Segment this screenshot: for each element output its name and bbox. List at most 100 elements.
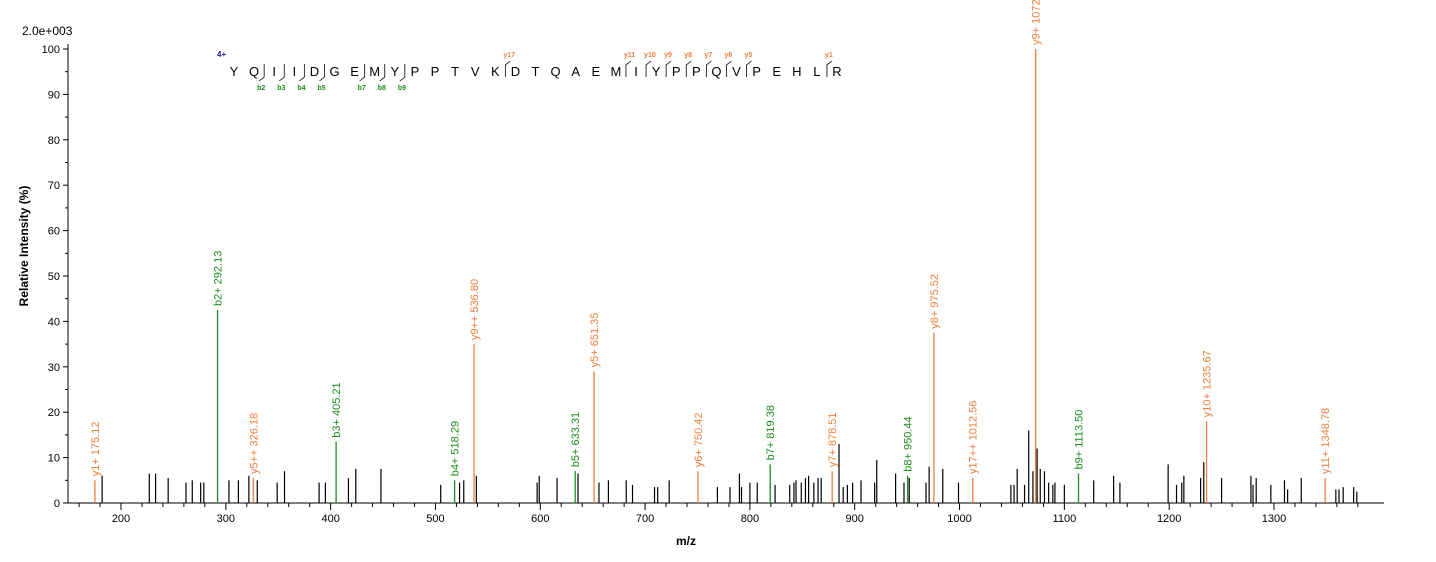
y-tick-label: 20 bbox=[48, 407, 60, 419]
sequence-residue: Q bbox=[711, 64, 721, 79]
sequence-residue: L bbox=[813, 64, 820, 79]
sequence-residue: P bbox=[672, 64, 681, 79]
y-ion-peak-label: y8+ 975.52 bbox=[929, 274, 941, 329]
y-ion-cleavage-mark bbox=[746, 60, 752, 77]
y-ion-peak-label: y9+ 1072.59 bbox=[1031, 0, 1043, 45]
y-ion-peak-label: y10+ 1235.67 bbox=[1202, 350, 1214, 417]
y-tick-label: 90 bbox=[48, 89, 60, 101]
b-ion-mark-label: b8 bbox=[378, 85, 386, 92]
b-ion-peak-label: b4+ 518.29 bbox=[450, 421, 462, 476]
b-ion-cleavage-mark bbox=[319, 64, 325, 82]
sequence-residue: D bbox=[310, 64, 319, 79]
y-ion-cleavage-mark bbox=[826, 60, 833, 77]
x-tick-label: 1300 bbox=[1262, 513, 1286, 525]
sequence-residue: P bbox=[692, 64, 701, 79]
y-ion-mark-label: y17 bbox=[503, 52, 515, 59]
y-ion-peak-label: y17++ 1012.56 bbox=[968, 401, 980, 474]
x-axis-title: m/z bbox=[676, 534, 696, 548]
sequence-residue: P bbox=[411, 64, 420, 79]
b-ion-peak-label: b8+ 950.44 bbox=[903, 416, 915, 471]
y-tick-label: 60 bbox=[48, 226, 60, 238]
x-tick-label: 1200 bbox=[1157, 513, 1181, 525]
sequence-residue: Q bbox=[551, 64, 561, 79]
unassigned-peaks bbox=[101, 430, 1358, 503]
b-ion-mark-label: b4 bbox=[297, 85, 305, 92]
b-ion-mark-label: b2 bbox=[257, 85, 265, 92]
sequence-residue: T bbox=[532, 64, 540, 79]
sequence-residue: M bbox=[369, 64, 380, 79]
sequence-residue: M bbox=[610, 64, 621, 79]
y-tick-label: 30 bbox=[48, 362, 60, 374]
y-ion-cleavage-mark bbox=[504, 60, 511, 77]
sequence-residue: E bbox=[350, 64, 359, 79]
b-ion-mark-label: b9 bbox=[398, 85, 406, 92]
y-ion-mark-label: y5 bbox=[745, 52, 753, 59]
y-tick-label: 40 bbox=[48, 316, 60, 328]
sequence-residue: V bbox=[732, 64, 741, 79]
sequence-residue: D bbox=[511, 64, 520, 79]
y-ion-cleavage-mark bbox=[625, 60, 632, 77]
sequence-residue: V bbox=[471, 64, 480, 79]
b-ion-mark-label: b7 bbox=[358, 85, 366, 92]
y-ion-cleavage-mark bbox=[665, 60, 672, 77]
x-tick-label: 300 bbox=[217, 513, 235, 525]
intensity-scale-label: 2.0e+003 bbox=[22, 24, 73, 38]
b-ion-cleavage-mark bbox=[359, 64, 366, 82]
x-tick-label: 200 bbox=[112, 513, 130, 525]
b-ion-peak-label: b2+ 292.13 bbox=[213, 251, 225, 306]
sequence-residue: A bbox=[571, 64, 580, 79]
y-ion-peak-label: y1+ 175.12 bbox=[90, 422, 102, 477]
y-tick-label: 100 bbox=[42, 44, 60, 56]
y-ion-cleavage-mark bbox=[726, 60, 732, 77]
x-tick-label: 1000 bbox=[947, 513, 971, 525]
sequence-residue: Y bbox=[652, 64, 661, 79]
y-ion-cleavage-mark bbox=[645, 60, 652, 77]
y-tick-label: 80 bbox=[48, 135, 60, 147]
y-ion-peak-label: y9++ 536.80 bbox=[469, 279, 481, 340]
b-ion-mark-label: b3 bbox=[277, 85, 285, 92]
x-tick-label: 600 bbox=[531, 513, 549, 525]
y-ion-cleavage-mark bbox=[705, 60, 712, 77]
y-ion-mark-label: y10 bbox=[644, 52, 656, 59]
y-tick-label: 70 bbox=[48, 180, 60, 192]
y-tick-label: 10 bbox=[48, 453, 60, 465]
sequence-residue: K bbox=[491, 64, 500, 79]
y-ion-peak-label: y6+ 750.42 bbox=[693, 412, 705, 467]
y-axis: 0 10 20 30 40 50 60 70 80 90 100 bbox=[42, 44, 69, 510]
sequence-residue: Q bbox=[249, 64, 259, 79]
b-ion-cleavage-mark bbox=[258, 64, 265, 82]
sequence-residue: Y bbox=[230, 64, 239, 79]
b-ion-peak-label: b5+ 633.31 bbox=[570, 412, 582, 467]
sequence-residue: E bbox=[591, 64, 600, 79]
charge-state-label: 4+ bbox=[217, 50, 226, 59]
y-ion-mark-label: y8 bbox=[684, 52, 692, 59]
sequence-residue: H bbox=[792, 64, 801, 79]
b-ion-cleavage-mark bbox=[379, 64, 386, 82]
y-ion-mark-label: y11 bbox=[624, 52, 635, 59]
y-ion-mark-label: y7 bbox=[704, 52, 712, 59]
x-tick-label: 700 bbox=[636, 513, 654, 525]
sequence-residue: T bbox=[451, 64, 459, 79]
b-ion-peak-label: b9+ 1113.50 bbox=[1074, 410, 1086, 470]
x-axis: 200 300 400 500 600 700 800 900 1000 1100 1200 1300 bbox=[68, 502, 1384, 525]
x-tick-label: 400 bbox=[321, 513, 339, 525]
y-ion-peak-label: y11+ 1348.78 bbox=[1320, 408, 1332, 474]
y-ion-mark-label: y9 bbox=[664, 52, 672, 59]
x-tick-label: 900 bbox=[846, 513, 864, 525]
sequence-residue: I bbox=[634, 64, 638, 79]
y-ion-peak-label: y7+ 878.51 bbox=[827, 412, 839, 467]
sequence-residue: I bbox=[272, 64, 276, 79]
sequence-residue: R bbox=[832, 64, 841, 79]
y-ion-peak-label: y5++ 326.18 bbox=[248, 413, 260, 474]
y-ion-peak-label: y5+ 651.35 bbox=[589, 313, 601, 368]
sequence-residue: P bbox=[752, 64, 761, 79]
b-ion-mark-label: b5 bbox=[317, 85, 325, 92]
y-ion-mark-label: y6 bbox=[724, 52, 732, 59]
sequence-residue: Y bbox=[390, 64, 399, 79]
labeled-peaks: y1+ 175.12 b2+ 292.13 y5++ 326.18 b3+ 405.2… bbox=[90, 0, 1332, 503]
sequence-residue: E bbox=[772, 64, 781, 79]
sequence-residue: G bbox=[329, 64, 339, 79]
y-ion-cleavage-mark bbox=[685, 60, 692, 77]
y-axis-title: Relative Intensity (%) bbox=[17, 186, 31, 307]
